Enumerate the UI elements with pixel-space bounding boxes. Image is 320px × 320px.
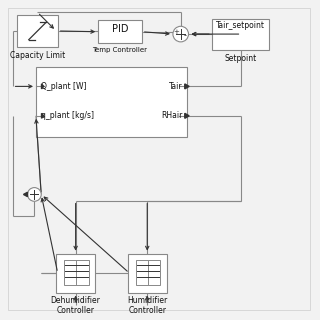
Polygon shape — [42, 84, 44, 89]
Bar — [136, 260, 160, 285]
Bar — [128, 254, 167, 292]
Bar — [98, 20, 142, 44]
Text: Humidifier
Controller: Humidifier Controller — [127, 296, 167, 315]
Text: RHair: RHair — [161, 111, 182, 120]
Text: Setpoint: Setpoint — [225, 54, 257, 63]
Text: q_plant [kg/s]: q_plant [kg/s] — [41, 111, 93, 120]
Polygon shape — [42, 113, 44, 118]
Text: Tair_setpoint: Tair_setpoint — [216, 21, 265, 30]
Text: PID: PID — [112, 24, 128, 34]
Circle shape — [28, 188, 41, 201]
Text: Temp Controller: Temp Controller — [92, 47, 148, 53]
Bar — [64, 260, 89, 285]
Bar — [36, 67, 187, 137]
Text: Q_plant [W]: Q_plant [W] — [41, 82, 86, 91]
Text: Tair: Tair — [169, 82, 182, 91]
Bar — [56, 254, 95, 292]
Polygon shape — [185, 113, 189, 118]
Bar — [17, 15, 58, 46]
Bar — [212, 19, 269, 50]
Polygon shape — [23, 192, 28, 196]
Text: Capacity Limit: Capacity Limit — [10, 51, 65, 60]
Polygon shape — [185, 84, 189, 89]
Text: +: + — [173, 28, 179, 35]
Circle shape — [173, 26, 188, 42]
Text: -: - — [184, 31, 187, 40]
Text: Dehumidifier
Controller: Dehumidifier Controller — [51, 296, 100, 315]
